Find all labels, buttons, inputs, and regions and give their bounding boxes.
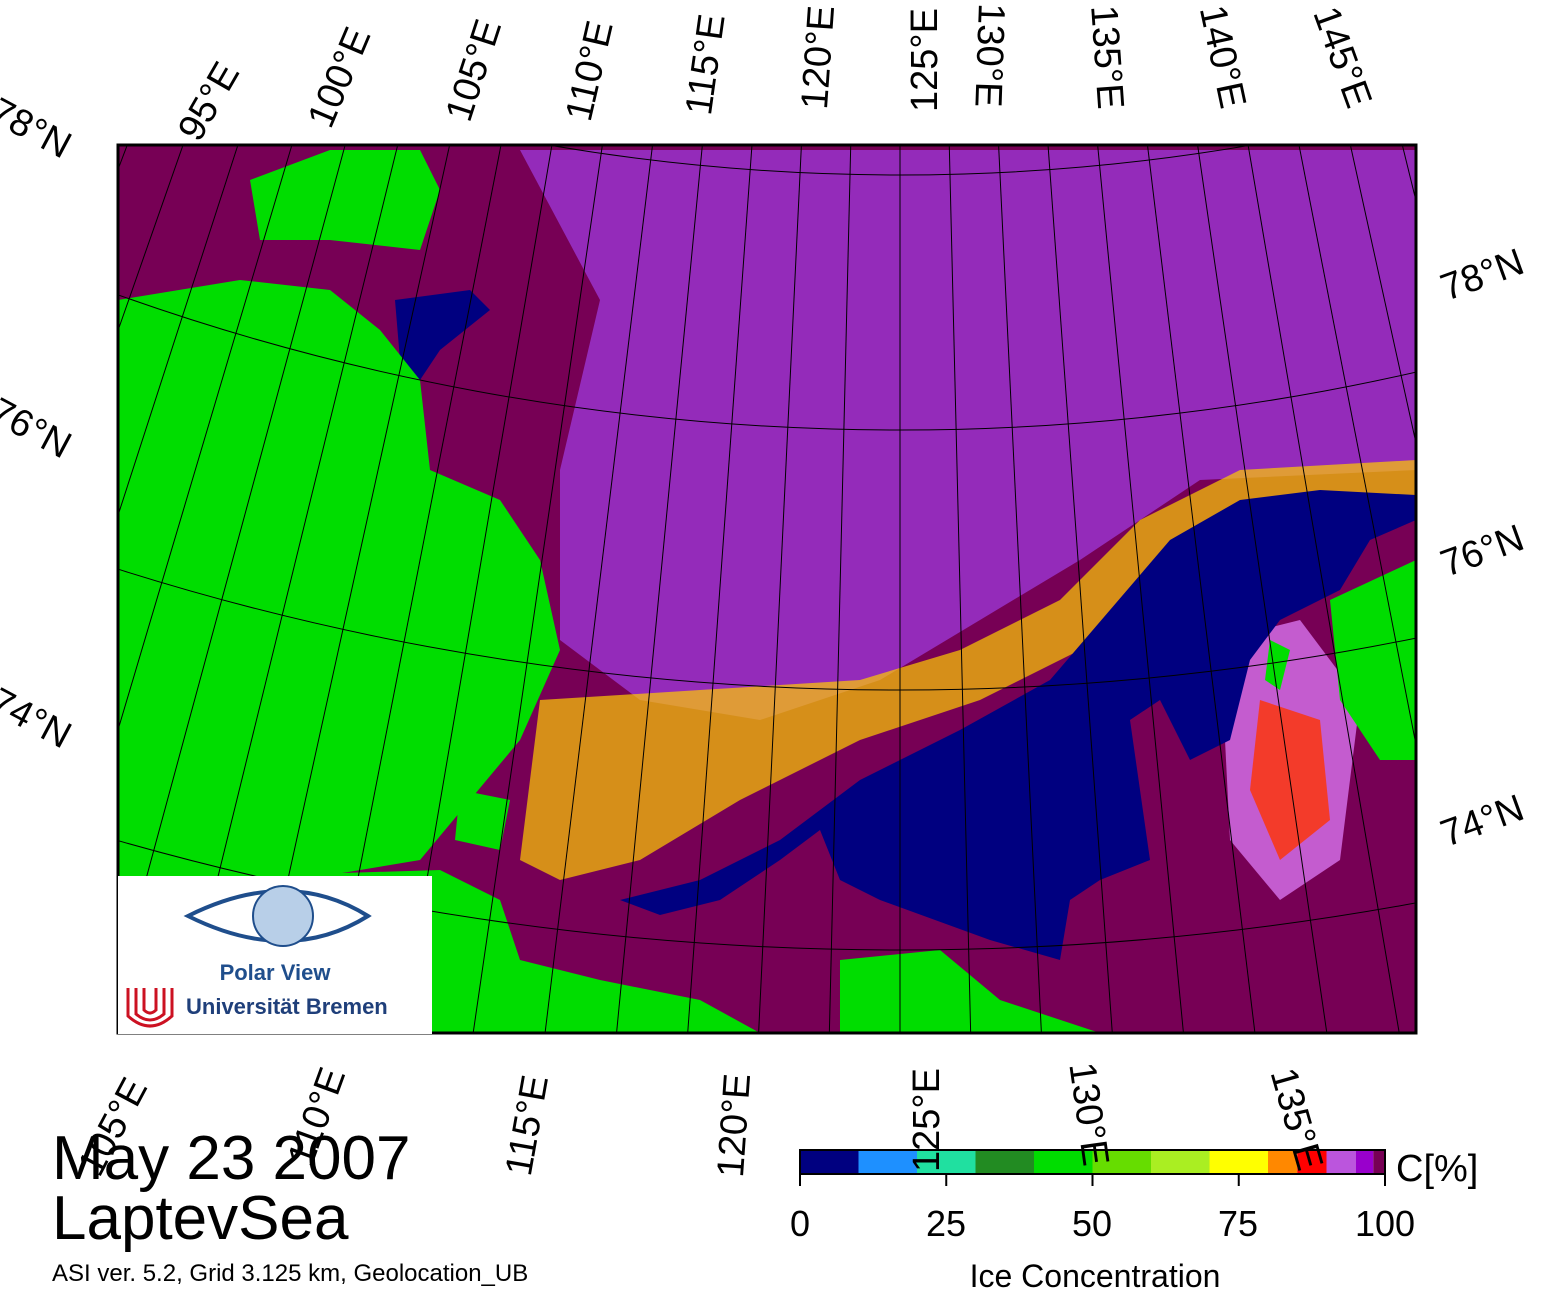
- meridian-line: [828, 145, 852, 1033]
- meridian-line: [998, 145, 1042, 1033]
- meridian-line: [1146, 145, 1256, 1033]
- algorithm-info: ASI ver. 5.2, Grid 3.125 km, Geolocation…: [52, 1260, 529, 1287]
- map-frame: [116, 143, 1418, 1035]
- logo-institution: Universität Bremen: [186, 994, 388, 1019]
- colorbar-segment: [917, 1150, 976, 1174]
- meridian-line: [1097, 145, 1184, 1033]
- severnaya-zemlya: [250, 150, 440, 250]
- meridian-line: [1349, 145, 1416, 446]
- open-water: [620, 490, 1416, 960]
- colorbar-segment: [1151, 1150, 1210, 1174]
- map-date: May 23 2007: [52, 1124, 411, 1193]
- meridian-line: [1442, 0, 1541, 1167]
- region-name: LaptevSea: [52, 1184, 349, 1253]
- colorbar-segment: [1297, 1150, 1327, 1174]
- colorbar-tick-label: 50: [1071, 1203, 1113, 1244]
- graticule-label: 125°E: [906, 1068, 948, 1172]
- logo-name: Polar View: [219, 960, 331, 985]
- colorbar-tick-label: 75: [1217, 1203, 1259, 1244]
- colorbar-tick-label: 25: [925, 1203, 967, 1244]
- meridian-line: [1298, 145, 1416, 748]
- meridian-line: [472, 145, 603, 1033]
- globe-icon: [252, 885, 314, 947]
- colorbar-segment: [1268, 1150, 1298, 1174]
- meridian-line: [948, 145, 972, 1033]
- marginal-ice-north: [520, 150, 1416, 720]
- small-polynya: [395, 290, 490, 380]
- colorbar-unit: C[%]: [1396, 1148, 1479, 1190]
- new-siberian-islands: [1330, 560, 1416, 760]
- colorbar-segment: [1034, 1150, 1093, 1174]
- meridian-line: [118, 145, 293, 732]
- meridian-line: [758, 145, 802, 1033]
- meridian-line: [1401, 145, 1416, 203]
- eye-icon: [183, 889, 372, 943]
- graticule-label: 125°E: [904, 8, 946, 112]
- colorbar-segment: [800, 1150, 859, 1174]
- meridian-line: [1247, 145, 1400, 1033]
- colorbar-segment: [1373, 1150, 1385, 1174]
- meridian-line: [544, 145, 654, 1033]
- colorbar-segment: [1355, 1150, 1374, 1174]
- colorbar-segment: [975, 1150, 1034, 1174]
- meridian-line: [1047, 145, 1113, 1033]
- meridian-line: [616, 145, 703, 1033]
- colorbar-tick-label: 100: [1354, 1203, 1416, 1244]
- colorbar-tick-label: 0: [789, 1203, 811, 1244]
- colorbar-segment: [1092, 1150, 1151, 1174]
- polar-view-logo: Polar View Universität Bremen: [118, 876, 432, 1034]
- uni-bremen-emblem-icon: [126, 988, 174, 1028]
- colorbar-segment: [858, 1150, 917, 1174]
- meridian-line: [1398, 0, 1541, 1188]
- colorbar: [800, 1150, 1385, 1174]
- graticule-label: 120°E: [710, 1072, 760, 1179]
- taymyr-peninsula: [118, 280, 560, 880]
- meridian-line: [1529, 0, 1541, 1120]
- graticule-label: 130°E: [966, 2, 1012, 108]
- island-small: [455, 790, 510, 850]
- graticule-label: 135°E: [1082, 3, 1132, 111]
- meridian-line: [687, 145, 753, 1033]
- graticule-label: 120°E: [794, 4, 844, 111]
- colorbar-segment: [1326, 1150, 1356, 1174]
- colorbar-segment: [1209, 1150, 1268, 1174]
- meridian-line: [1485, 0, 1541, 1144]
- meridian-line: [400, 145, 553, 1033]
- colorbar-title: Ice Concentration: [969, 1258, 1221, 1294]
- meridian-line: [1197, 145, 1328, 1033]
